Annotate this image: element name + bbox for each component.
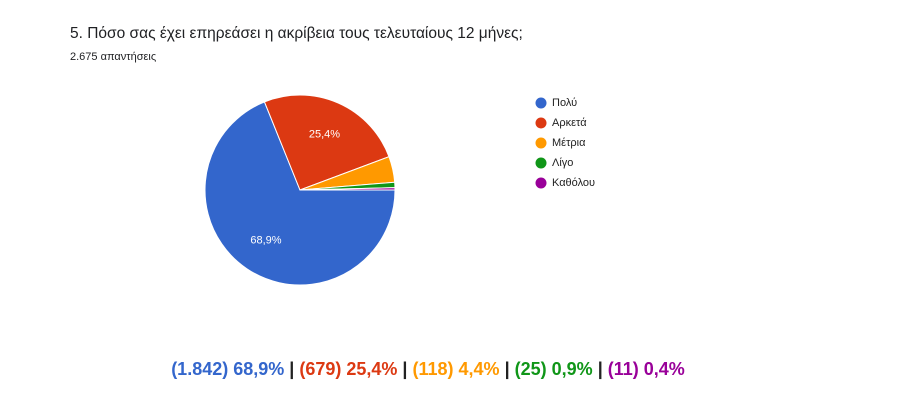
pie-slice	[299, 187, 396, 191]
legend-swatch	[535, 157, 547, 169]
legend-swatch	[535, 137, 547, 149]
summary-part: (679) 25,4%	[299, 359, 397, 379]
legend-swatch	[535, 97, 547, 109]
summary-part: (25) 0,9%	[515, 359, 593, 379]
summary: (1.842) 68,9% | (679) 25,4% | (118) 4,4%…	[171, 359, 685, 379]
summary-part: |	[402, 359, 407, 379]
pie-slice	[204, 101, 396, 286]
legend-label: Πολύ	[552, 97, 577, 109]
chart-subtitle: 2.675 απαντήσεις	[70, 51, 156, 63]
summary-part: |	[598, 359, 603, 379]
legend-label: Λίγο	[552, 157, 573, 169]
summary-part: |	[505, 359, 510, 379]
slice-label: 25,4%	[309, 128, 340, 140]
summary-part: |	[289, 359, 294, 379]
legend-label: Καθόλου	[552, 177, 595, 189]
legend-swatch	[535, 177, 547, 189]
summary-part: (118) 4,4%	[412, 359, 499, 379]
summary-part: (1.842) 68,9%	[171, 359, 284, 379]
slice-label: 68,9%	[250, 234, 281, 246]
legend-swatch	[535, 117, 547, 129]
summary-part: (11) 0,4%	[608, 359, 685, 379]
pie-slice	[263, 94, 390, 191]
legend-label: Μέτρια	[552, 137, 586, 149]
chart-title: 5. Πόσο σας έχει επηρεάσει η ακρίβεια το…	[70, 25, 523, 42]
legend-label: Αρκετά	[552, 117, 587, 129]
